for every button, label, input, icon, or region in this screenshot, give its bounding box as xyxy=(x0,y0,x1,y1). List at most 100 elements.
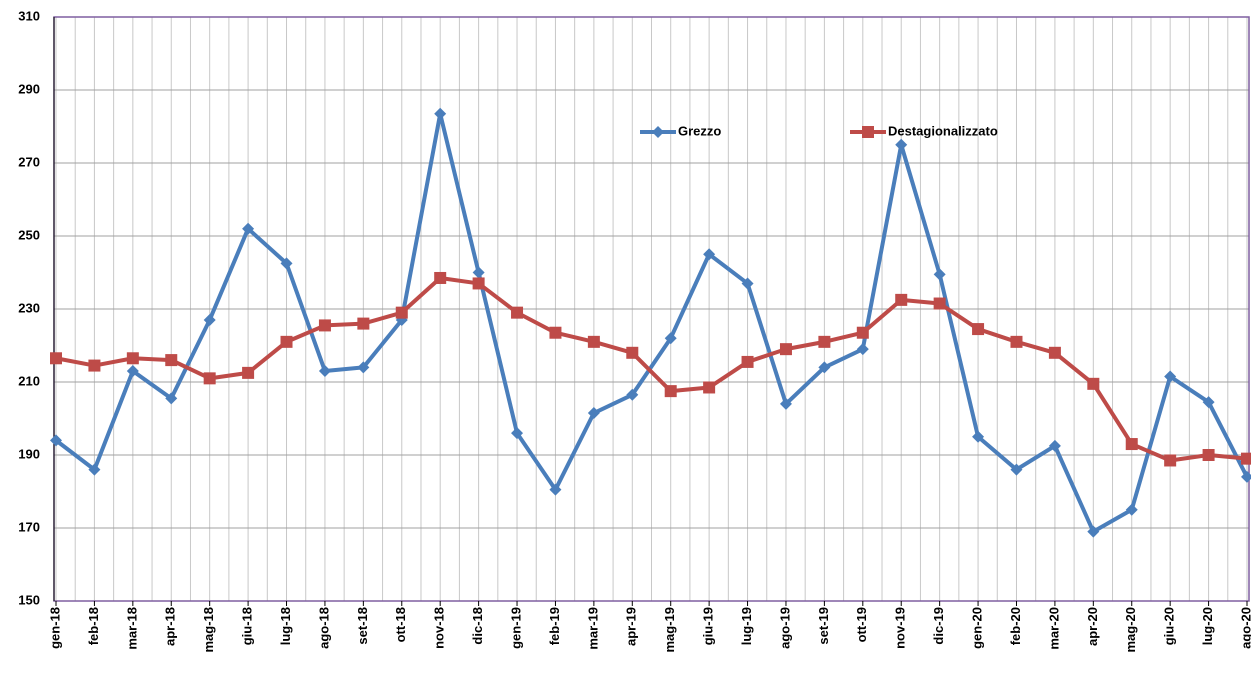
x-tick-label: feb-19 xyxy=(547,607,562,645)
point-marker xyxy=(664,332,677,345)
y-tick-label: 170 xyxy=(18,519,40,534)
y-tick-label: 190 xyxy=(18,446,40,461)
point-marker xyxy=(203,313,216,326)
x-tick-label: set-19 xyxy=(816,607,831,645)
point-marker xyxy=(165,354,178,367)
point-marker xyxy=(741,277,754,290)
point-marker xyxy=(50,434,62,447)
point-marker xyxy=(280,335,293,348)
x-tick-label: mar-20 xyxy=(1046,607,1061,650)
x-tick-label: ott-18 xyxy=(393,607,408,642)
x-tick-label: lug-19 xyxy=(739,607,754,645)
point-marker xyxy=(203,372,216,385)
y-tick-label: 230 xyxy=(18,300,40,315)
x-tick-label: lug-20 xyxy=(1200,607,1215,645)
point-marker xyxy=(1164,370,1177,383)
point-marker xyxy=(779,343,792,356)
series-line xyxy=(54,111,1249,534)
x-tick-label: mar-18 xyxy=(124,607,139,650)
point-marker xyxy=(357,361,370,374)
point-marker xyxy=(50,352,62,365)
y-tick-label: 250 xyxy=(18,227,40,242)
point-marker xyxy=(511,306,524,319)
point-marker xyxy=(434,107,447,120)
x-tick-label: mag-18 xyxy=(201,607,216,653)
x-tick-label: gen-18 xyxy=(47,607,62,649)
y-tick-label: 150 xyxy=(18,592,40,607)
point-marker xyxy=(1241,452,1251,465)
point-marker xyxy=(972,323,985,336)
point-marker xyxy=(1087,525,1100,538)
x-tick-label: nov-19 xyxy=(893,607,908,649)
point-marker xyxy=(933,268,946,281)
point-marker xyxy=(472,277,485,290)
point-marker xyxy=(1202,449,1215,461)
point-marker xyxy=(895,293,908,306)
point-marker xyxy=(1048,439,1061,452)
point-marker xyxy=(856,343,869,356)
x-tick-label: gen-20 xyxy=(970,607,985,649)
x-tick-label: apr-19 xyxy=(624,607,639,646)
x-tick-label: mag-19 xyxy=(662,607,677,653)
x-tick-label: mar-19 xyxy=(585,607,600,650)
x-tick-label: ago-20 xyxy=(1238,607,1251,649)
x-tick-label: dic-19 xyxy=(931,607,946,645)
y-tick-label: 270 xyxy=(18,154,40,169)
x-tick-label: mag-20 xyxy=(1123,607,1138,653)
point-marker xyxy=(587,335,600,348)
point-marker xyxy=(126,365,139,378)
point-marker xyxy=(703,381,716,394)
x-tick-label: ago-19 xyxy=(777,607,792,649)
point-marker xyxy=(549,483,562,496)
y-tick-label: 310 xyxy=(18,8,40,23)
point-marker xyxy=(126,352,139,365)
point-marker xyxy=(395,306,408,319)
point-marker xyxy=(242,366,255,379)
series-line xyxy=(55,275,1248,463)
x-tick-label: gen-19 xyxy=(508,607,523,649)
point-marker xyxy=(626,346,639,359)
legend-label: Grezzo xyxy=(678,123,721,138)
x-tick-label: giu-19 xyxy=(701,607,716,645)
x-tick-label: dic-18 xyxy=(470,607,485,645)
x-tick-label: lug-18 xyxy=(278,607,293,645)
point-marker xyxy=(895,138,908,151)
point-marker xyxy=(1087,377,1100,390)
point-marker xyxy=(1010,335,1023,348)
x-tick-label: set-18 xyxy=(355,607,370,645)
point-marker xyxy=(357,317,370,330)
point-marker xyxy=(1010,463,1023,476)
y-tick-label: 210 xyxy=(18,373,40,388)
point-marker xyxy=(318,365,331,378)
x-tick-label: ago-18 xyxy=(316,607,331,649)
point-marker xyxy=(741,355,754,368)
x-tick-label: apr-18 xyxy=(163,607,178,646)
point-marker xyxy=(703,248,716,261)
point-marker xyxy=(549,326,562,339)
y-tick-label: 290 xyxy=(18,81,40,96)
point-marker xyxy=(818,361,831,374)
point-marker xyxy=(1048,346,1061,359)
x-tick-label: nov-18 xyxy=(432,607,447,649)
point-marker xyxy=(280,257,293,270)
point-marker xyxy=(434,271,447,284)
legend-marker xyxy=(862,126,874,138)
legend-marker xyxy=(652,126,664,138)
x-tick-label: apr-20 xyxy=(1085,607,1100,646)
point-marker xyxy=(779,397,792,410)
point-marker xyxy=(818,335,831,348)
point-marker xyxy=(88,359,101,372)
point-marker xyxy=(933,297,946,310)
x-tick-label: giu-20 xyxy=(1162,607,1177,645)
legend-label: Destagionalizzato xyxy=(888,123,998,138)
point-marker xyxy=(1241,470,1251,483)
point-marker xyxy=(856,326,869,339)
x-tick-label: feb-20 xyxy=(1008,607,1023,645)
point-marker xyxy=(972,430,985,443)
point-marker xyxy=(318,319,331,332)
point-marker xyxy=(1164,454,1177,467)
point-marker xyxy=(664,385,677,398)
point-marker xyxy=(1202,396,1215,409)
point-marker xyxy=(88,463,101,476)
